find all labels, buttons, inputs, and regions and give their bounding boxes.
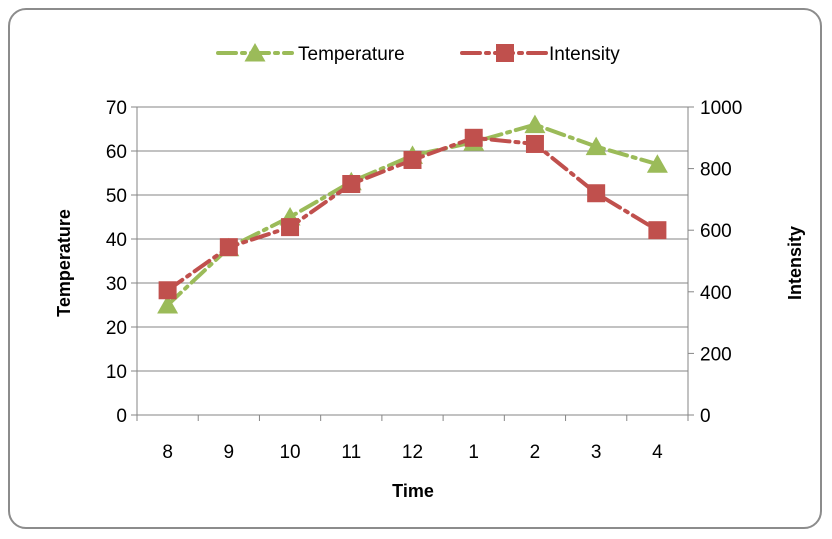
data-point-temperature [646, 154, 668, 173]
x-tick-label: 9 [224, 442, 235, 463]
y-tick-label: 50 [106, 186, 127, 207]
y2-tick-label: 1000 [700, 98, 742, 119]
y-tick-label: 0 [116, 406, 127, 427]
data-point-intensity [403, 150, 422, 169]
y2-tick-label: 600 [700, 221, 732, 242]
x-axis-title: Time [392, 481, 434, 501]
x-tick-label: 12 [402, 442, 423, 463]
data-point-temperature [585, 136, 607, 156]
data-point-intensity [648, 221, 667, 240]
data-point-temperature [524, 114, 546, 134]
data-point-intensity [587, 184, 606, 203]
legend-marker-temperature [244, 43, 266, 62]
x-tick-label: 4 [652, 442, 663, 463]
y2-tick-label: 400 [700, 283, 732, 304]
data-point-temperature [157, 295, 179, 314]
x-tick-label: 2 [530, 442, 541, 463]
data-point-intensity [219, 238, 238, 257]
x-tick-label: 10 [279, 442, 300, 463]
legend: Temperature Intensity [216, 43, 620, 65]
y-tick-label: 10 [106, 362, 127, 383]
x-tick-label: 11 [341, 442, 361, 463]
y-tick-label: 20 [106, 318, 127, 339]
series-layer [157, 114, 668, 314]
y-tick-label: 70 [106, 98, 127, 119]
data-point-intensity [464, 128, 483, 147]
x-tick-label: 1 [468, 442, 479, 463]
x-tick-label: 8 [162, 442, 173, 463]
data-point-intensity [342, 175, 361, 193]
y2-axis-title: Intensity [785, 226, 805, 300]
y2-tick-label: 800 [700, 160, 732, 181]
legend-label-intensity: Intensity [549, 44, 620, 65]
y-tick-label: 30 [106, 274, 127, 295]
y-axis-title: Temperature [54, 209, 74, 317]
y2-tick-label: 200 [700, 344, 732, 365]
legend-marker-intensity [496, 44, 514, 62]
legend-label-temperature: Temperature [298, 44, 405, 65]
data-point-intensity [525, 134, 544, 153]
y2-tick-label: 0 [700, 406, 711, 427]
data-point-intensity [281, 218, 300, 237]
x-tick-label: 3 [591, 442, 602, 463]
data-point-intensity [158, 281, 177, 300]
y-tick-label: 60 [106, 142, 127, 163]
chart-frame [8, 8, 822, 529]
y-tick-label: 40 [106, 230, 127, 251]
